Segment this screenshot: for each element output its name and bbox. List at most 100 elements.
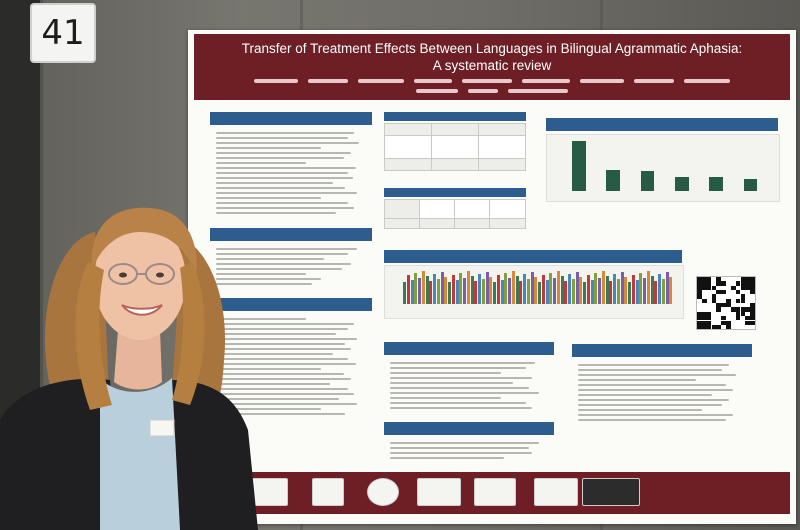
- chart-bar: [590, 280, 594, 304]
- university-logo: [246, 478, 288, 506]
- languages-chart-panel: [546, 118, 780, 202]
- chart-bar: [436, 279, 440, 304]
- chart-bar: [568, 274, 571, 304]
- state-logo: [644, 478, 732, 506]
- research-questions-section: [210, 228, 372, 292]
- author-list: [234, 79, 750, 95]
- chart-bar: [526, 279, 530, 304]
- chart-bar: [571, 279, 575, 304]
- booth-number-card: 41: [30, 3, 96, 63]
- chart-bar: [605, 276, 609, 304]
- chart-bar: [571, 141, 587, 191]
- quality-table-2: [384, 188, 526, 229]
- chart-bar: [654, 281, 658, 304]
- section-header: [210, 298, 372, 311]
- chart-bar: [669, 277, 673, 304]
- section-header: [384, 422, 554, 435]
- chart-bar: [575, 272, 579, 304]
- figure-area: [384, 265, 684, 319]
- chart-bar: [459, 273, 463, 304]
- chart-bar: [564, 281, 568, 304]
- results-section: [384, 342, 554, 416]
- chart-bar: [624, 277, 628, 304]
- chart-bar: [470, 276, 474, 304]
- poster-subtitle: A systematic review: [432, 58, 552, 73]
- section-header: [572, 344, 752, 357]
- qr-code: [696, 276, 756, 330]
- chart-bar: [583, 282, 586, 304]
- chart-bar: [674, 177, 689, 191]
- section-header: [210, 228, 372, 241]
- chart-bar: [403, 282, 406, 304]
- grouped-bar-chart: [403, 270, 675, 304]
- chart-bar: [639, 273, 643, 304]
- data-table: [384, 123, 526, 171]
- chart-bar: [493, 282, 496, 304]
- chart-bar: [609, 281, 613, 304]
- chart-bar: [421, 271, 425, 304]
- chart-bar: [414, 273, 418, 304]
- chart-bar: [444, 277, 448, 304]
- booth-number: 41: [41, 13, 85, 53]
- partner-logo: [474, 478, 516, 506]
- chart-bar: [658, 274, 661, 304]
- table-header: [384, 112, 526, 121]
- chart-bar: [489, 277, 493, 304]
- chart-bar: [515, 276, 519, 304]
- seal-logo: [367, 478, 399, 506]
- chart-bar: [455, 280, 459, 304]
- chart-bar: [478, 274, 481, 304]
- chart-bar: [496, 275, 500, 304]
- chart-header: [546, 118, 778, 131]
- section-header: [384, 342, 554, 355]
- chart-bar: [541, 275, 545, 304]
- chart-bar: [650, 276, 654, 304]
- chart-area: [546, 134, 780, 202]
- partner-logo: [582, 478, 640, 506]
- chart-bar: [601, 271, 605, 304]
- figure-header: [384, 250, 682, 263]
- chart-bar: [511, 271, 515, 304]
- chart-bar: [418, 278, 421, 304]
- chart-bar: [643, 278, 646, 304]
- chart-bar: [500, 280, 504, 304]
- chart-bar: [616, 279, 620, 304]
- chart-bar: [530, 272, 534, 304]
- bar-chart: [565, 141, 771, 191]
- chart-bar: [508, 278, 511, 304]
- chart-bar: [463, 278, 466, 304]
- chart-bar: [474, 281, 478, 304]
- chart-bar: [743, 179, 758, 191]
- chart-bar: [579, 277, 583, 304]
- chart-bar: [429, 281, 433, 304]
- discussion-section: [572, 344, 752, 428]
- introduction-section: [210, 112, 372, 221]
- partner-logo: [417, 478, 461, 506]
- chart-bar: [545, 280, 549, 304]
- chart-bar: [406, 275, 410, 304]
- chart-bar: [481, 279, 485, 304]
- chart-bar: [606, 170, 620, 191]
- chart-bar: [640, 171, 655, 191]
- partner-logo: [534, 478, 578, 506]
- poster-footer: [242, 472, 790, 514]
- chart-bar: [448, 282, 451, 304]
- chart-bar: [665, 272, 669, 304]
- chart-bar: [709, 177, 723, 191]
- chart-bar: [586, 275, 590, 304]
- chart-bar: [504, 273, 508, 304]
- chart-bar: [451, 275, 455, 304]
- wall-seam: [40, 0, 43, 530]
- chart-bar: [485, 272, 489, 304]
- poster-title: Transfer of Treatment Effects Between La…: [241, 41, 743, 56]
- chart-bar: [519, 281, 523, 304]
- chart-bar: [549, 273, 553, 304]
- quality-indicators-figure: [384, 250, 684, 319]
- chart-bar: [635, 280, 639, 304]
- chart-bar: [631, 275, 635, 304]
- chart-bar: [646, 271, 650, 304]
- table-header: [384, 188, 526, 197]
- door-frame: [0, 0, 40, 530]
- chart-bar: [433, 274, 436, 304]
- chart-bar: [620, 272, 624, 304]
